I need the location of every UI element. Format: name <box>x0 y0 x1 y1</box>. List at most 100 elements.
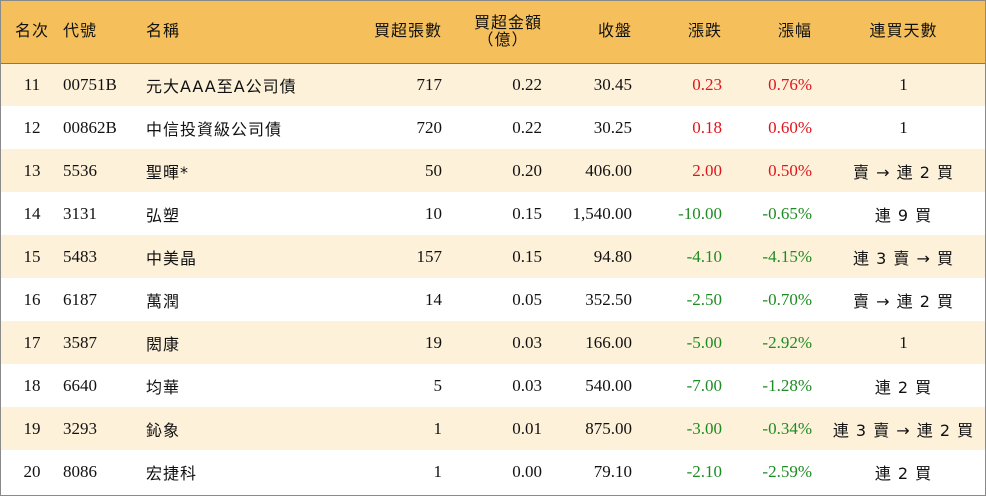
rank-cell: 11 <box>23 74 41 94</box>
streak-cell: 連 3 賣 → 買 <box>853 248 954 268</box>
net-lots-cell: 720 <box>416 117 443 137</box>
close-cell: 875.00 <box>585 418 632 438</box>
name-cell: 鈊象 <box>146 420 181 440</box>
header-net-amount-line1: 買超金額 <box>473 12 542 32</box>
change-pct-cell: 0.50% <box>768 160 812 180</box>
code-cell: 00862B <box>63 117 117 137</box>
table-body: 11 00751B 元大AAA至A公司債 717 0.22 30.45 0.23 0.76% 1… <box>1 63 985 493</box>
rank-cell: 13 <box>23 160 41 180</box>
rank-cell: 20 <box>23 461 41 481</box>
name-cell: 中美晶 <box>146 248 198 268</box>
change-pct-cell: -2.59% <box>762 461 812 481</box>
net-amount-cell: 0.22 <box>512 74 542 94</box>
net-amount-cell: 0.03 <box>512 332 542 352</box>
net-amount-cell: 0.20 <box>512 160 542 180</box>
name-cell: 閎康 <box>146 334 181 354</box>
name-cell: 萬潤 <box>146 291 181 311</box>
net-lots-cell: 14 <box>425 289 442 309</box>
change-cell: 2.00 <box>692 160 722 180</box>
net-amount-cell: 0.01 <box>512 418 542 438</box>
change-cell: -3.00 <box>686 418 722 438</box>
name-cell: 宏捷科 <box>146 463 198 483</box>
name-cell: 聖暉* <box>146 162 190 182</box>
name-cell: 均華 <box>146 377 181 397</box>
change-cell: -2.50 <box>686 289 722 309</box>
header-code: 代號 <box>63 1 146 64</box>
net-amount-cell: 0.15 <box>512 203 542 223</box>
table-row: 19 3293 鈊象 1 0.01 875.00 -3.00 -0.34% 連 3 賣 → 連 … <box>1 407 985 450</box>
change-pct-cell: 0.60% <box>768 117 812 137</box>
header-change-pct: 漲幅 <box>732 1 822 64</box>
net-lots-cell: 50 <box>425 160 442 180</box>
header-streak: 連買天數 <box>822 1 985 64</box>
table-row: 20 8086 宏捷科 1 0.00 79.10 -2.10 -2.59% 連 2 買 <box>1 450 985 493</box>
table-row: 14 3131 弘塑 10 0.15 1,540.00 -10.00 -0.65% 連 9 買 <box>1 192 985 235</box>
code-cell: 5536 <box>63 160 97 180</box>
net-lots-cell: 1 <box>433 461 443 481</box>
table-row: 13 5536 聖暉* 50 0.20 406.00 2.00 0.50% 賣 → 連 2 買 <box>1 149 985 192</box>
header-net-amount: 買超金額 （億） <box>442 1 542 64</box>
name-cell: 弘塑 <box>146 205 181 225</box>
close-cell: 406.00 <box>585 160 632 180</box>
net-lots-cell: 1 <box>433 418 443 438</box>
close-cell: 540.00 <box>585 375 632 395</box>
change-pct-cell: -4.15% <box>762 246 812 266</box>
table-header: 名次 代號 名稱 買超張數 買超金額 （億） 收盤 漲跌 漲幅 連買天數 <box>1 1 985 64</box>
header-net-lots: 買超張數 <box>330 1 442 64</box>
change-pct-cell: -1.28% <box>762 375 812 395</box>
header-row: 名次 代號 名稱 買超張數 買超金額 （億） 收盤 漲跌 漲幅 連買天數 <box>1 1 985 64</box>
code-cell: 3293 <box>63 418 97 438</box>
streak-cell: 連 2 買 <box>874 463 933 483</box>
streak-cell: 連 9 買 <box>874 205 933 225</box>
code-cell: 5483 <box>63 246 97 266</box>
close-cell: 94.80 <box>593 246 632 266</box>
streak-cell: 1 <box>899 332 908 352</box>
change-cell: -10.00 <box>678 203 722 223</box>
change-pct-cell: -2.92% <box>762 332 812 352</box>
rank-cell: 16 <box>23 289 41 309</box>
code-cell: 8086 <box>63 461 97 481</box>
name-cell: 元大AAA至A公司債 <box>146 76 297 96</box>
change-cell: 0.18 <box>692 117 722 137</box>
table-row: 11 00751B 元大AAA至A公司債 717 0.22 30.45 0.23 0.76% 1 <box>1 63 985 106</box>
streak-cell: 賣 → 連 2 買 <box>853 162 954 182</box>
net-lots-cell: 5 <box>433 375 443 395</box>
header-close: 收盤 <box>542 1 642 64</box>
rank-cell: 18 <box>23 375 41 395</box>
net-amount-cell: 0.00 <box>512 461 542 481</box>
net-lots-cell: 19 <box>425 332 442 352</box>
change-cell: -5.00 <box>686 332 722 352</box>
change-pct-cell: -0.34% <box>762 418 812 438</box>
code-cell: 3131 <box>63 203 97 223</box>
change-pct-cell: 0.76% <box>768 74 812 94</box>
close-cell: 1,540.00 <box>572 203 633 223</box>
rank-cell: 12 <box>23 117 41 137</box>
net-lots-cell: 157 <box>416 246 443 266</box>
name-cell: 中信投資級公司債 <box>146 119 283 139</box>
net-lots-cell: 10 <box>425 203 442 223</box>
close-cell: 79.10 <box>593 461 632 481</box>
net-amount-cell: 0.03 <box>512 375 542 395</box>
change-pct-cell: -0.65% <box>762 203 812 223</box>
change-cell: -4.10 <box>686 246 722 266</box>
streak-cell: 1 <box>899 117 908 137</box>
rank-cell: 15 <box>23 246 41 266</box>
close-cell: 352.50 <box>585 289 632 309</box>
streak-cell: 賣 → 連 2 買 <box>853 291 954 311</box>
header-name: 名稱 <box>146 1 330 64</box>
table-row: 12 00862B 中信投資級公司債 720 0.22 30.25 0.18 0.60% 1 <box>1 106 985 149</box>
table-row: 16 6187 萬潤 14 0.05 352.50 -2.50 -0.70% 賣 → 連 2 買 <box>1 278 985 321</box>
header-change: 漲跌 <box>642 1 732 64</box>
change-cell: -2.10 <box>686 461 722 481</box>
table-row: 17 3587 閎康 19 0.03 166.00 -5.00 -2.92% 1 <box>1 321 985 364</box>
change-cell: -7.00 <box>686 375 722 395</box>
table-row: 18 6640 均華 5 0.03 540.00 -7.00 -1.28% 連 2 買 <box>1 364 985 407</box>
code-cell: 3587 <box>63 332 97 352</box>
net-lots-cell: 717 <box>416 74 443 94</box>
net-amount-cell: 0.22 <box>512 117 542 137</box>
code-cell: 6640 <box>63 375 97 395</box>
change-pct-cell: -0.70% <box>762 289 812 309</box>
streak-cell: 連 3 賣 → 連 2 買 <box>832 420 975 440</box>
